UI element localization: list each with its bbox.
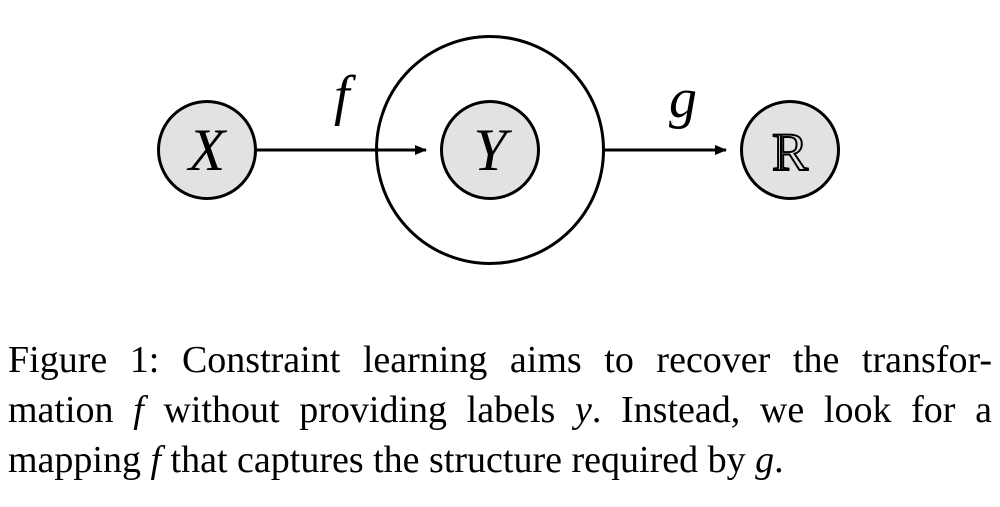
diagram: X Y R f g xyxy=(100,20,900,300)
node-r-label: R xyxy=(772,120,808,180)
edge-label-f: f xyxy=(334,64,350,128)
caption-t5: . xyxy=(774,439,784,481)
node-y: Y xyxy=(440,100,540,200)
caption-t4: that captures the structure required by xyxy=(161,439,755,481)
edge-label-g: g xyxy=(669,67,697,131)
node-x-label: X xyxy=(189,120,226,180)
node-y-label: Y xyxy=(473,120,506,180)
caption-prefix: Figure 1: xyxy=(8,339,182,381)
figure-caption: Figure 1: Constraint learning aims to re… xyxy=(8,335,992,485)
caption-t2: without providing labels xyxy=(144,389,575,431)
caption-g: g xyxy=(755,439,774,481)
caption-f2: f xyxy=(150,439,161,481)
node-r: R xyxy=(740,100,840,200)
node-x: X xyxy=(157,100,257,200)
caption-f1: f xyxy=(133,389,144,431)
caption-y: y xyxy=(575,389,592,431)
